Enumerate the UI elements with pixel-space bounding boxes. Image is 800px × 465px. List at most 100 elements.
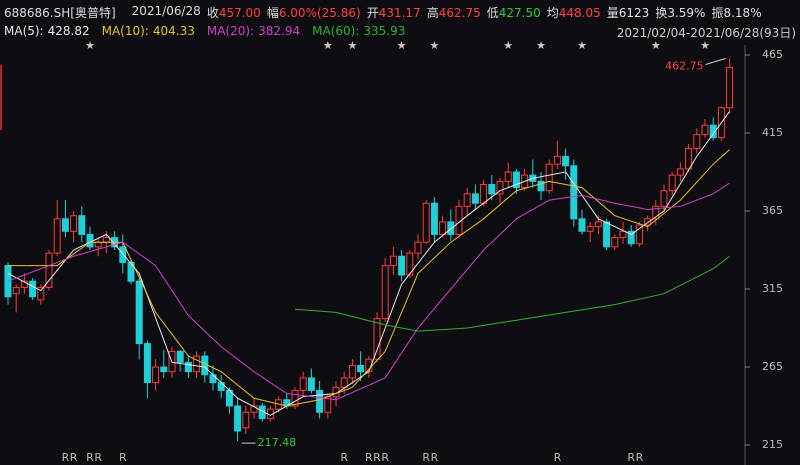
star-mark: ★ [577,39,587,52]
candle-body [373,318,381,360]
candle-body [94,241,102,248]
quote-item: 幅6.00%(25.86) [267,4,361,21]
candle-body [685,148,693,170]
rights-mark: R [381,451,389,464]
legend-name: MA(60): [312,24,360,38]
candle-body [143,343,151,384]
star-mark: ★ [700,39,710,52]
star-mark: ★ [85,39,95,52]
candle-body [570,165,578,220]
legend-name: MA(5): [4,24,44,38]
y-tick-label: 315 [762,282,783,295]
candle-body [627,230,635,245]
candle-body [53,218,61,254]
candle-body [20,280,28,288]
rights-mark: R [86,451,94,464]
quote-row: 688686.SH[奥普特] 2021/06/28 收457.00 幅6.00%(… [4,4,762,21]
candle-body [299,377,307,391]
max-arrow [705,58,726,65]
quote-value: 457.00 [218,6,261,20]
star-mark: ★ [651,39,661,52]
rights-mark: R [627,451,635,464]
candle-body [127,261,135,282]
legend-value: 404.33 [152,24,195,38]
quote-item: 振8.18% [711,4,761,21]
rights-mark: R [431,451,439,464]
candle-body [12,286,20,295]
candle-body [135,280,143,345]
candle-body [603,221,611,248]
quote-value: 6123 [618,6,650,20]
candle-body [217,382,225,391]
quote-item: 收457.00 [207,4,261,21]
star-mark: ★ [503,39,513,52]
candle-body [635,224,643,245]
candle-body [242,411,250,429]
rights-mark: R [373,451,381,464]
date: 2021/06/28 [131,4,201,18]
min-label: 217.48 [258,436,297,449]
candle-body [291,389,299,407]
rights-mark: R [422,451,430,464]
quote-value: 427.50 [498,6,541,20]
quote-value: 462.75 [438,6,481,20]
candle-body [422,202,430,243]
code: 688686.SH[奥普特] [4,6,116,20]
candle-body [726,66,734,109]
max-label: 462.75 [665,60,704,73]
candle-body [250,405,258,413]
candle-body [430,202,438,235]
rights-mark: R [62,451,70,464]
candle-body [693,134,701,150]
rights-mark: R [340,451,348,464]
quote-label: 振 [711,6,724,20]
y-tick-label: 415 [762,126,783,139]
candle-body [201,355,209,376]
quote-label: 换 [655,6,668,20]
candle-body [37,286,45,301]
candle-body [234,405,242,432]
legend-value: 382.94 [258,24,301,38]
candle-body [45,252,53,288]
candle-body [184,361,192,373]
quote-label: 收 [206,6,219,20]
candle-body [340,377,348,388]
candle-body [414,241,422,254]
quote-label: 均 [546,6,559,20]
quote-item: 低427.50 [487,4,541,21]
candle-body [480,183,488,204]
candle-body [545,163,553,192]
star-mark: ★ [347,39,357,52]
candle-body [348,364,356,379]
candle-body [307,377,315,391]
candle-body [119,246,127,263]
candle-body [160,366,168,373]
candle-body [644,218,652,226]
candle-body [660,190,668,207]
quote-label: 量 [606,6,619,20]
candle-body [512,171,520,189]
star-mark: ★ [397,39,407,52]
candle-body [316,389,324,413]
candle-body [381,265,389,320]
candle-body [209,374,217,384]
star-mark: ★ [323,39,333,52]
quote-value: 6.00%(25.86) [278,6,361,20]
candle-body [463,193,471,207]
legend-value: 335.93 [363,24,406,38]
candle-body [652,205,660,220]
rights-mark: R [119,451,127,464]
candle-body [619,230,627,239]
ma-line [7,111,731,416]
candle-body [102,237,110,243]
quote-label: 开 [366,6,379,20]
candle-body [488,183,496,195]
rights-mark: R [70,451,78,464]
candle-body [537,180,545,192]
rights-mark: R [94,451,102,464]
legend-item: MA(5): 428.82 [4,24,90,38]
candle-body [553,155,561,165]
quote-value: 3.59% [667,6,706,20]
candle-body [193,355,201,373]
